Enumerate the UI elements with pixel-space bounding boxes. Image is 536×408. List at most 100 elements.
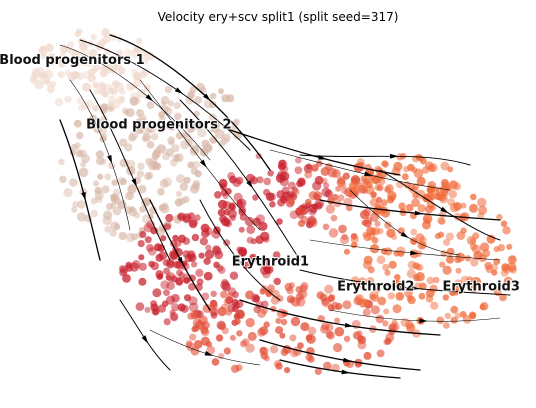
cell-point [278, 159, 286, 167]
cell-point [336, 177, 346, 187]
cell-point [270, 345, 279, 354]
cell-point [389, 194, 396, 201]
cell-point [279, 171, 290, 181]
cell-point [178, 197, 186, 205]
cell-point [273, 277, 281, 286]
cell-point [333, 343, 343, 353]
cell-point [339, 181, 347, 189]
streamline [59, 44, 211, 161]
cell-point [88, 68, 96, 76]
cell-point [324, 189, 333, 198]
cell-point [167, 136, 176, 145]
cell-point [129, 130, 139, 140]
cell-point [405, 320, 414, 329]
cell-point [235, 309, 246, 320]
cell-point [59, 175, 67, 183]
cell-point [210, 290, 217, 297]
cell-point [109, 229, 117, 237]
cell-point [104, 173, 112, 181]
cell-point [199, 325, 208, 334]
cell-point [328, 228, 339, 238]
cell-point [185, 340, 193, 348]
cell-point [500, 269, 509, 277]
cell-point [78, 167, 89, 178]
cell-point [146, 127, 153, 134]
cell-point [404, 288, 413, 298]
cell-point [152, 288, 162, 298]
cell-point [358, 298, 368, 308]
cell-point [418, 292, 426, 300]
cell-point [415, 264, 422, 271]
cell-point [370, 192, 377, 199]
cell-point [122, 274, 131, 283]
cell-point [423, 217, 431, 225]
cell-point [308, 218, 318, 228]
cell-point [220, 280, 230, 290]
cell-point [101, 185, 110, 194]
cell-point [136, 170, 145, 178]
cell-point [118, 231, 127, 241]
cell-point [101, 29, 110, 38]
streamline-arrowhead [246, 180, 253, 189]
cluster-label: Erythroid1 [232, 254, 309, 269]
cell-point [288, 191, 296, 199]
cell-point [159, 179, 169, 188]
cluster-label: Erythroid2 [337, 280, 414, 295]
cell-point [192, 160, 200, 169]
streamline-arrowhead [364, 171, 373, 177]
cell-point [382, 263, 390, 271]
cell-point [362, 308, 371, 317]
cell-point [182, 215, 191, 224]
cell-point [165, 213, 174, 223]
cell-point [59, 51, 66, 59]
cell-point [411, 198, 420, 208]
streamline [139, 79, 261, 231]
cell-point [175, 132, 184, 140]
cell-point [222, 201, 231, 210]
cell-point [300, 281, 309, 290]
cell-point [393, 250, 400, 257]
cell-point [442, 265, 452, 275]
cell-point [135, 302, 145, 311]
cell-point [131, 259, 141, 269]
cell-point [223, 347, 231, 355]
cell-point [193, 340, 203, 349]
cell-point [392, 304, 402, 314]
cell-point [70, 144, 78, 152]
streamline-arrowhead [203, 93, 211, 101]
streamline [79, 39, 251, 151]
cell-point [421, 166, 430, 174]
streamline [109, 34, 271, 171]
cell-point [189, 85, 197, 94]
cell-point [290, 316, 301, 327]
cell-point [245, 290, 255, 300]
streamline [299, 269, 511, 296]
cell-point [239, 340, 247, 348]
cell-point [500, 220, 508, 227]
cell-point [130, 48, 141, 59]
cell-point [235, 176, 244, 185]
cell-point [380, 247, 388, 255]
cell-point [403, 166, 410, 173]
streamline-arrowhead [390, 153, 399, 159]
cell-point [280, 195, 288, 204]
cell-point [238, 226, 245, 233]
cell-point [46, 59, 55, 67]
cell-point [264, 258, 271, 265]
streamline-arrowhead [414, 210, 424, 216]
cell-point [371, 293, 379, 302]
cell-point [95, 150, 104, 159]
cell-point [280, 348, 289, 357]
cell-point [377, 227, 384, 235]
cell-point [410, 228, 418, 236]
cell-point [99, 115, 109, 125]
cell-point [450, 305, 459, 314]
cell-point [160, 100, 167, 107]
cell-point [160, 95, 170, 105]
cell-point [497, 244, 505, 252]
cell-point [124, 143, 133, 152]
cell-point [295, 156, 302, 164]
cell-point [189, 333, 197, 341]
cell-point [385, 184, 394, 193]
cell-point [292, 188, 300, 196]
